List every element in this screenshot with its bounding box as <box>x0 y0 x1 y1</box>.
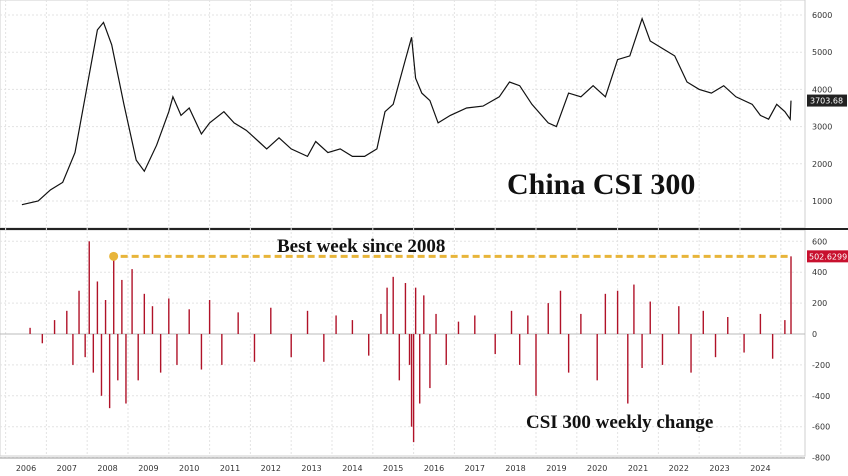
x-axis-year-label: 2019 <box>546 464 566 473</box>
bottom-y-tick-label: -800 <box>812 454 830 463</box>
bottom-y-tick-label: 600 <box>812 237 827 246</box>
top-y-tick-label: 2000 <box>812 160 832 169</box>
csi300-index-line <box>21 16 792 206</box>
index-level-panel: 1000 2000 3000 4000 5000 6000 3703.68 <box>21 11 847 206</box>
top-y-tick-label: 6000 <box>812 11 832 20</box>
x-axis-year-label: 2020 <box>587 464 607 473</box>
x-axis-year-label: 2007 <box>57 464 77 473</box>
bottom-y-tick-label: -400 <box>812 392 830 401</box>
x-axis-year-label: 2012 <box>261 464 281 473</box>
x-axis-year-label: 2014 <box>342 464 362 473</box>
bottom-y-tick-label: -200 <box>812 361 830 370</box>
best-week-reference-marker <box>109 251 119 261</box>
weekly-change-panel: -800 -600 -400 -200 0 200 400 600 502.6299 <box>0 237 848 463</box>
weekly-change-last-value-badge <box>807 250 848 263</box>
top-y-tick-label: 3000 <box>812 123 832 132</box>
x-axis-year-label: 2015 <box>383 464 403 473</box>
x-axis-year-label: 2010 <box>179 464 199 473</box>
x-axis-year-label: 2011 <box>220 464 240 473</box>
x-axis-year-label: 2022 <box>669 464 689 473</box>
x-axis-year-label: 2006 <box>16 464 36 473</box>
x-axis-year-label: 2013 <box>301 464 321 473</box>
x-axis-year-label: 2024 <box>750 464 770 473</box>
best-week-annotation: Best week since 2008 <box>277 236 445 257</box>
weekly-change-title: CSI 300 weekly change <box>526 412 713 433</box>
top-y-tick-label: 1000 <box>812 197 832 206</box>
x-axis-year-label: 2018 <box>505 464 525 473</box>
x-axis-year-label: 2023 <box>709 464 729 473</box>
x-axis-year-label: 2017 <box>465 464 485 473</box>
index-last-value-label: 3703.68 <box>810 97 843 106</box>
x-axis-year-label: 2008 <box>97 464 117 473</box>
index-last-value-badge <box>807 94 847 107</box>
grid-layer <box>0 0 848 459</box>
weekly-change-last-value-label: 502.6299 <box>809 252 847 261</box>
bottom-y-tick-label: -600 <box>812 423 830 432</box>
top-y-tick-label: 5000 <box>812 48 832 57</box>
x-axis-year-label: 2016 <box>424 464 444 473</box>
index-chart-title: China CSI 300 <box>507 168 695 201</box>
x-axis-year-label: 2009 <box>138 464 158 473</box>
bottom-y-tick-label: 400 <box>812 268 827 277</box>
top-y-tick-label: 4000 <box>812 85 832 94</box>
bottom-y-tick-label: 0 <box>812 330 817 339</box>
x-axis-year-label: 2021 <box>628 464 648 473</box>
bottom-y-tick-label: 200 <box>812 299 827 308</box>
x-axis: 2006 2007 2008 2009 2010 2011 2012 2013 2014 2015… <box>0 457 805 473</box>
